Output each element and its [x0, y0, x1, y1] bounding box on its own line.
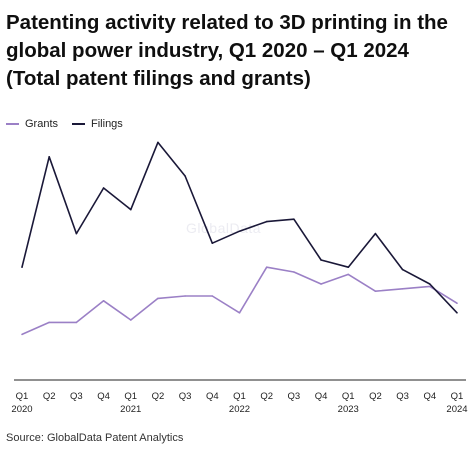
- data-point-filings-4: [129, 208, 132, 211]
- x-tick-year-label: 2020: [11, 404, 32, 415]
- data-point-filings-2: [75, 232, 78, 235]
- data-point-filings-6: [184, 175, 186, 177]
- legend-swatch-grants: [6, 123, 19, 125]
- data-point-grants-12: [347, 273, 350, 276]
- x-tick-label: Q3: [288, 391, 301, 402]
- data-point-grants-0: [21, 333, 23, 336]
- data-point-filings-0: [21, 266, 23, 268]
- series-line-grants: [21, 266, 458, 336]
- x-tick-label: Q4: [206, 391, 219, 402]
- data-point-filings-15: [429, 283, 431, 285]
- data-point-grants-10: [293, 271, 295, 273]
- x-tick-label: Q4: [97, 391, 110, 402]
- data-point-filings-9: [265, 220, 268, 223]
- x-tick-label: Q1: [451, 391, 464, 402]
- x-tick-label: Q4: [315, 391, 328, 402]
- x-tick-label: Q2: [260, 391, 273, 402]
- data-point-filings-12: [347, 266, 350, 268]
- data-point-filings-11: [320, 259, 322, 261]
- data-point-grants-15: [429, 285, 431, 288]
- data-point-grants-11: [320, 283, 322, 285]
- data-point-grants-7: [211, 295, 214, 297]
- x-tick-label: Q1: [124, 391, 137, 402]
- data-point-filings-16: [456, 312, 458, 314]
- data-point-filings-14: [401, 268, 404, 271]
- data-point-grants-2: [75, 321, 78, 324]
- x-tick-year-label: 2022: [229, 404, 250, 415]
- data-point-grants-5: [157, 297, 159, 300]
- data-point-grants-14: [401, 288, 404, 290]
- data-point-filings-3: [102, 187, 105, 189]
- x-tick-label: Q1: [16, 391, 29, 402]
- data-point-filings-10: [293, 218, 295, 220]
- data-point-filings-13: [374, 232, 377, 235]
- series-line-filings: [21, 141, 458, 314]
- data-point-grants-8: [238, 312, 241, 314]
- legend-item-filings: Filings: [72, 118, 123, 130]
- x-tick-label: Q2: [43, 391, 56, 402]
- data-point-grants-1: [48, 321, 50, 324]
- data-point-grants-4: [129, 319, 132, 321]
- legend-label-filings: Filings: [91, 118, 123, 130]
- x-tick-year-label: 2024: [446, 404, 467, 415]
- x-tick-year-label: 2021: [120, 404, 141, 415]
- data-point-filings-8: [238, 230, 241, 232]
- legend-label-grants: Grants: [25, 118, 59, 130]
- line-chart: Q1 2020 Q2 Q3 Q4 Q1 2021 Q2 Q3 Q4 Q1 2022 Q2 Q3 Q4 Q1 20…: [11, 141, 468, 415]
- x-tick-year-label: 2023: [338, 404, 359, 415]
- legend-item-grants: Grants: [6, 118, 58, 130]
- data-point-grants-6: [184, 295, 186, 297]
- x-tick-label: Q1: [342, 391, 355, 402]
- x-tick-label: Q1: [233, 391, 246, 402]
- chart-title: Patenting activity related to 3D printin…: [6, 11, 448, 90]
- x-tick-label: Q2: [369, 391, 382, 402]
- x-tick-label: Q3: [70, 391, 83, 402]
- x-tick-label: Q3: [396, 391, 409, 402]
- data-point-filings-1: [48, 156, 50, 158]
- data-point-grants-3: [102, 300, 105, 302]
- data-point-filings-5: [157, 141, 159, 144]
- source-note: Source: GlobalData Patent Analytics: [6, 432, 184, 444]
- x-tick-label: Q2: [152, 391, 165, 402]
- x-tick-label: Q3: [179, 391, 192, 402]
- legend: Grants Filings: [6, 118, 137, 130]
- x-tick-label: Q4: [423, 391, 436, 402]
- legend-swatch-filings: [72, 123, 86, 125]
- data-point-grants-9: [265, 266, 268, 268]
- data-point-filings-7: [211, 242, 214, 244]
- data-point-grants-16: [456, 302, 458, 304]
- data-point-grants-13: [374, 290, 377, 292]
